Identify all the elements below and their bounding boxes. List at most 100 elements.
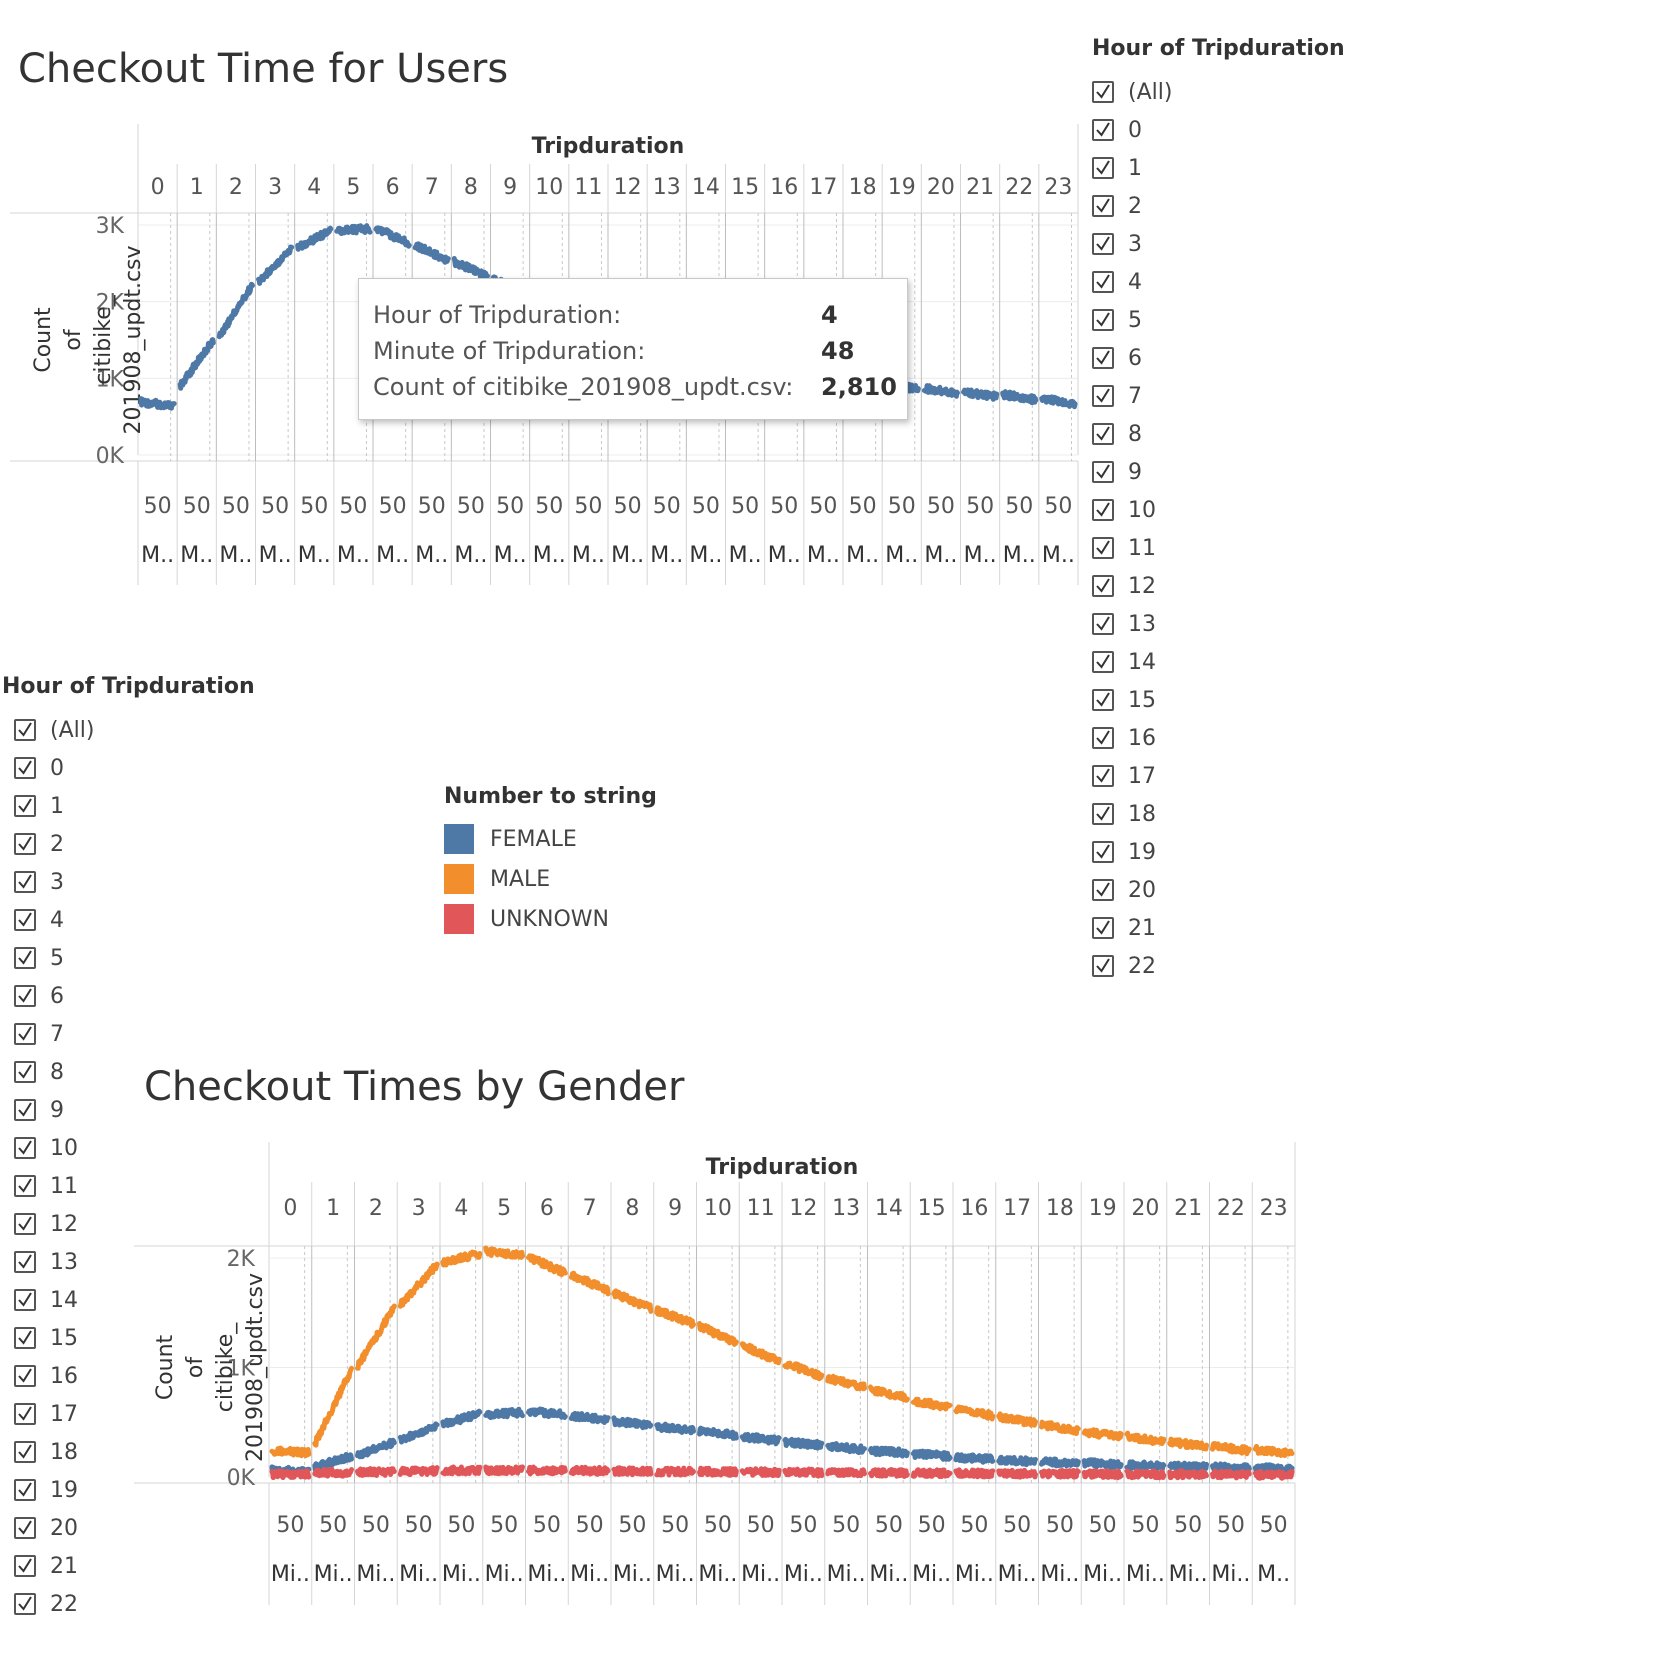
filter-item[interactable]: 7 [14,1015,255,1053]
users-line-hour-0[interactable] [138,396,177,411]
female-line-hour-8[interactable] [611,1415,654,1431]
unknown-line-hour-14[interactable] [868,1467,910,1479]
male-line-hour-1[interactable] [312,1365,354,1448]
male-line-hour-8[interactable] [611,1288,654,1314]
users-line-hour-6[interactable] [373,225,412,249]
filter-item[interactable]: 20 [1092,871,1345,909]
female-line-hour-15[interactable] [910,1448,953,1462]
unknown-line-hour-13[interactable] [825,1467,867,1479]
filter-item[interactable]: 13 [1092,605,1345,643]
male-line-hour-10[interactable] [697,1321,739,1347]
filter-item[interactable]: 15 [1092,681,1345,719]
checkbox-checked-icon[interactable] [1092,271,1114,293]
checkbox-checked-icon[interactable] [1092,841,1114,863]
filter-item[interactable]: 14 [1092,643,1345,681]
checkbox-checked-icon[interactable] [14,833,36,855]
users-line-hour-23[interactable] [1039,394,1078,410]
male-line-hour-20[interactable] [1124,1430,1167,1447]
filter-item[interactable]: 9 [14,1091,255,1129]
filter-item[interactable]: 3 [1092,225,1345,263]
unknown-line-hour-5[interactable] [483,1464,525,1477]
filter-item[interactable]: 19 [14,1471,255,1509]
unknown-line-hour-20[interactable] [1124,1468,1167,1481]
unknown-line-hour-23[interactable] [1252,1468,1295,1481]
checkbox-checked-icon[interactable] [1092,499,1114,521]
unknown-line-hour-15[interactable] [910,1467,953,1479]
checkbox-checked-icon[interactable] [1092,81,1114,103]
filter-item[interactable]: 4 [14,901,255,939]
male-line-hour-9[interactable] [654,1305,696,1329]
female-line-hour-11[interactable] [739,1431,782,1447]
male-line-hour-5[interactable] [483,1245,525,1260]
female-line-hour-21[interactable] [1167,1460,1209,1473]
checkbox-checked-icon[interactable] [14,1403,36,1425]
checkbox-checked-icon[interactable] [1092,727,1114,749]
filter-item[interactable]: 6 [14,977,255,1015]
checkbox-checked-icon[interactable] [14,1023,36,1045]
legend-item[interactable]: MALE [444,859,657,899]
female-line-hour-14[interactable] [868,1445,910,1459]
users-line-hour-20[interactable] [921,383,960,399]
checkbox-checked-icon[interactable] [14,757,36,779]
filter-item[interactable]: 13 [14,1243,255,1281]
filter-item[interactable]: 14 [14,1281,255,1319]
male-line-hour-23[interactable] [1252,1443,1295,1458]
female-line-hour-7[interactable] [568,1410,611,1425]
legend-item[interactable]: UNKNOWN [444,899,657,939]
checkbox-checked-icon[interactable] [1092,765,1114,787]
filter-item[interactable]: 7 [1092,377,1345,415]
checkbox-checked-icon[interactable] [1092,689,1114,711]
checkbox-checked-icon[interactable] [1092,157,1114,179]
users-line-hour-4[interactable] [295,225,334,252]
checkbox-checked-icon[interactable] [14,871,36,893]
filter-item[interactable]: 21 [14,1547,255,1585]
checkbox-checked-icon[interactable] [1092,955,1114,977]
users-line-hour-1[interactable] [177,337,216,391]
female-line-hour-6[interactable] [526,1406,568,1420]
unknown-line-hour-3[interactable] [397,1465,440,1478]
unknown-line-hour-2[interactable] [355,1466,397,1478]
male-line-hour-19[interactable] [1081,1427,1124,1442]
checkbox-checked-icon[interactable] [14,1099,36,1121]
filter-list[interactable]: (All) 0 1 2 3 4 5 6 7 8 9 10 11 12 13 14 15 16 17 18 19 20 21 2… [1092,73,1345,1021]
unknown-line-hour-17[interactable] [996,1467,1038,1480]
checkbox-checked-icon[interactable] [14,1517,36,1539]
checkbox-checked-icon[interactable] [1092,879,1114,901]
checkbox-checked-icon[interactable] [14,1327,36,1349]
female-line-hour-16[interactable] [953,1452,996,1465]
unknown-line-hour-21[interactable] [1167,1468,1209,1481]
filter-item[interactable]: (All) [14,711,255,749]
checkbox-checked-icon[interactable] [1092,347,1114,369]
checkbox-checked-icon[interactable] [14,795,36,817]
filter-item[interactable]: 12 [14,1205,255,1243]
checkbox-checked-icon[interactable] [1092,119,1114,141]
filter-item[interactable]: 1 [1092,149,1345,187]
male-line-hour-6[interactable] [526,1253,568,1278]
filter-item[interactable]: 2 [1092,187,1345,225]
filter-item[interactable]: 11 [1092,529,1345,567]
filter-item[interactable]: 17 [14,1395,255,1433]
female-line-hour-13[interactable] [825,1441,867,1456]
male-line-hour-13[interactable] [825,1373,867,1392]
checkbox-checked-icon[interactable] [14,985,36,1007]
female-line-hour-2[interactable] [355,1437,397,1460]
filter-item[interactable]: 15 [14,1319,255,1357]
male-line-hour-16[interactable] [953,1404,996,1422]
checkbox-checked-icon[interactable] [14,1137,36,1159]
checkbox-checked-icon[interactable] [14,1365,36,1387]
checkbox-checked-icon[interactable] [14,909,36,931]
checkbox-checked-icon[interactable] [1092,917,1114,939]
users-line-hour-7[interactable] [412,241,451,265]
checkbox-checked-icon[interactable] [14,947,36,969]
unknown-line-hour-10[interactable] [697,1465,739,1478]
unknown-line-hour-4[interactable] [440,1464,483,1477]
filter-item[interactable]: 2 [14,825,255,863]
unknown-line-hour-0[interactable] [269,1468,312,1481]
checkbox-checked-icon[interactable] [14,1441,36,1463]
checkbox-checked-icon[interactable] [1092,385,1114,407]
checkbox-checked-icon[interactable] [1092,613,1114,635]
unknown-line-hour-11[interactable] [739,1466,782,1479]
female-line-hour-12[interactable] [782,1436,825,1451]
